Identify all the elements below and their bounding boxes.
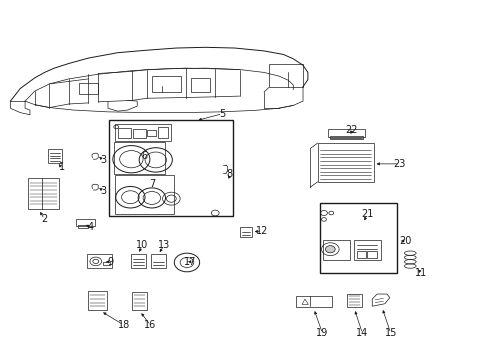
Bar — [268, 64, 303, 87]
Text: 18: 18 — [118, 320, 130, 330]
Text: 21: 21 — [361, 209, 373, 219]
Bar — [147, 130, 156, 136]
Bar — [115, 175, 173, 214]
Bar — [27, 178, 59, 209]
Text: 2: 2 — [41, 215, 48, 224]
Bar — [239, 226, 251, 237]
Text: 23: 23 — [392, 159, 405, 169]
Bar — [329, 136, 362, 139]
Bar — [328, 129, 364, 137]
Text: 13: 13 — [158, 240, 170, 250]
Bar — [317, 143, 373, 182]
Bar — [356, 251, 366, 258]
Bar — [295, 296, 331, 307]
Bar — [131, 254, 145, 268]
Bar — [87, 253, 112, 268]
Bar — [103, 262, 110, 265]
Text: 5: 5 — [219, 109, 225, 119]
Bar — [151, 254, 165, 268]
Text: 7: 7 — [148, 179, 155, 189]
Bar — [79, 83, 98, 94]
Bar — [346, 294, 361, 307]
Text: 1: 1 — [59, 162, 64, 172]
Text: 8: 8 — [226, 168, 232, 179]
Bar — [88, 291, 107, 310]
Text: 12: 12 — [256, 226, 268, 236]
Bar — [109, 120, 233, 216]
Bar — [320, 203, 396, 273]
Bar — [152, 76, 181, 92]
Text: 20: 20 — [398, 236, 411, 246]
Text: 9: 9 — [107, 257, 113, 267]
Text: 11: 11 — [414, 267, 426, 278]
Bar — [132, 292, 147, 310]
Text: 3: 3 — [100, 155, 106, 165]
Bar — [114, 142, 164, 174]
Bar — [323, 240, 349, 260]
Bar — [118, 128, 131, 138]
Text: 3: 3 — [100, 186, 106, 196]
Text: 19: 19 — [316, 328, 328, 338]
Bar — [366, 251, 376, 258]
Bar — [115, 125, 171, 140]
Text: 15: 15 — [384, 328, 396, 338]
Circle shape — [325, 246, 334, 253]
Bar — [78, 225, 88, 228]
Text: 17: 17 — [183, 257, 196, 267]
Bar — [158, 127, 168, 138]
Text: 10: 10 — [136, 240, 148, 250]
Text: 4: 4 — [88, 222, 94, 232]
Bar — [133, 129, 145, 138]
Bar — [190, 78, 210, 92]
Text: 6: 6 — [141, 150, 147, 161]
Text: 14: 14 — [356, 328, 368, 338]
Text: 16: 16 — [144, 320, 156, 330]
Bar — [48, 149, 62, 163]
Text: 22: 22 — [345, 125, 357, 135]
Bar — [76, 219, 95, 226]
Bar — [353, 240, 380, 260]
